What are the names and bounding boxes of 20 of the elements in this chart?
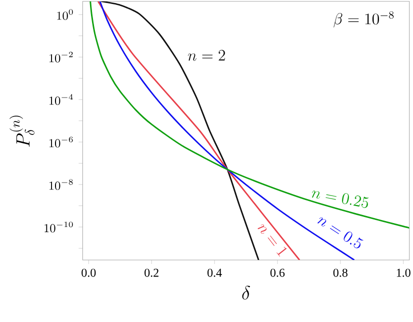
x-tick-label: 0.6 bbox=[270, 268, 285, 277]
y-axis-title: $P_\delta^{(n)}$ bbox=[10, 116, 34, 147]
y-tick-label: $10^{-6}$ bbox=[49, 136, 73, 148]
x-tick-label: 0.2 bbox=[144, 268, 158, 277]
x-tick-label: 0.4 bbox=[207, 268, 222, 277]
annotation: $\beta = 10^{-8}$ bbox=[334, 11, 394, 28]
y-tick-label: $10^{-10}$ bbox=[44, 222, 73, 232]
series-label: $n = 0.5$ bbox=[318, 217, 364, 248]
line-series bbox=[100, 1, 260, 260]
series-label: $n = 0.25$ bbox=[312, 190, 369, 208]
series-label: $n = 2$ bbox=[188, 50, 225, 61]
x-tick-label: 0.0 bbox=[82, 268, 96, 277]
y-tick-label: $10^{-4}$ bbox=[49, 94, 73, 105]
y-tick-label: $10^{0}$ bbox=[57, 9, 73, 20]
line-series bbox=[97, 1, 300, 260]
y-tick-label: $10^{-8}$ bbox=[49, 179, 73, 190]
x-axis-title: $\delta$ bbox=[242, 286, 250, 300]
x-tick-label: 1.0 bbox=[396, 268, 410, 277]
x-tick-label: 0.8 bbox=[333, 268, 348, 277]
y-tick-label: $10^{-2}$ bbox=[49, 52, 73, 62]
